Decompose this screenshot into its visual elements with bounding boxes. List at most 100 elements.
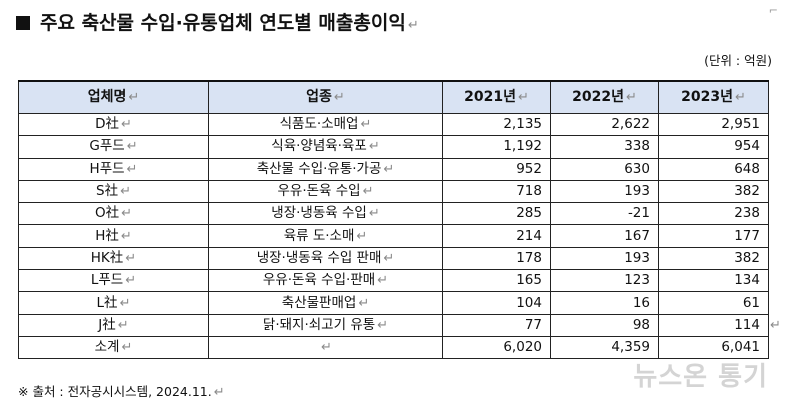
value-2022-cell: 16 xyxy=(550,291,659,315)
industry-cell: 냉장·냉동육 수입 판매 ↵ xyxy=(208,246,443,271)
value-2022-cell: 167 xyxy=(550,224,659,248)
value-2023-cell: 114 xyxy=(658,313,769,337)
industry-cell: 닭·돼지·쇠고기 유통 ↵ xyxy=(208,313,443,337)
value-2022-cell: 193 xyxy=(550,179,659,204)
company-cell-text: H社 xyxy=(95,227,119,244)
header-text: 2023년 xyxy=(681,89,733,105)
company-cell: J社 ↵ xyxy=(18,313,209,337)
value-2022-cell: 123 xyxy=(550,269,659,293)
industry-cell: 냉장·냉동육 수입 ↵ xyxy=(208,202,443,226)
value-2022-cell-text: 630 xyxy=(624,160,650,177)
table-row: D社 ↵ 식품도·소매업 ↵ 2,135 2,622 2,951 xyxy=(18,112,769,137)
source-note: ※ 출처 : 전자공시시스템, 2024.11. ↵ xyxy=(18,381,225,400)
company-cell-text: O社 xyxy=(94,205,120,222)
company-cell-text: G푸드 xyxy=(89,138,125,155)
return-mark-icon: ↵ xyxy=(121,117,132,133)
value-2021-cell: 6,020 xyxy=(442,335,551,360)
revenue-table: 업체명 ↵ 업종 ↵ 2021년 ↵ 2022년 ↵ 2023년 ↵ D社 ↵ 식품도·소매업… xyxy=(18,80,769,360)
value-2021-cell-text: 1,192 xyxy=(503,138,542,155)
industry-cell: 축산물 수입·유통·가공 ↵ xyxy=(208,157,443,181)
value-2023-cell: 134 xyxy=(658,269,769,293)
company-cell: O社 ↵ xyxy=(18,202,209,226)
watermark-logo: 뉴스온 통기 xyxy=(633,362,768,392)
value-2022-cell-text: 167 xyxy=(624,227,650,244)
return-mark-icon: ↵ xyxy=(125,273,137,289)
title-text: 주요 축산물 수입·유통업체 연도별 매출총이익 xyxy=(40,12,406,34)
company-cell: L푸드 ↵ xyxy=(18,269,209,293)
table-row: G푸드 ↵ 식육·양념육·육포 ↵ 1,192 338 954 xyxy=(18,135,769,159)
header-text: 업체명 xyxy=(87,89,127,105)
value-2021-cell-text: 77 xyxy=(524,316,542,333)
industry-cell: 축산물판매업 ↵ xyxy=(208,291,443,315)
value-2022-cell-text: 123 xyxy=(624,272,650,289)
company-cell: S社 ↵ xyxy=(18,179,209,204)
value-2023-cell: 648 xyxy=(658,157,769,181)
value-2022-cell-text: 4,359 xyxy=(611,339,650,356)
header-2021: 2021년 ↵ xyxy=(442,80,551,114)
value-2021-cell: 718 xyxy=(442,179,551,204)
value-2023-cell: 238 xyxy=(658,202,769,226)
industry-cell-text: 축산물판매업 xyxy=(281,294,357,311)
return-mark-icon: ↵ xyxy=(356,228,368,244)
value-2023-cell-text: 2,951 xyxy=(721,116,760,133)
header-text: 업종 xyxy=(306,89,332,105)
return-mark-icon: ↵ xyxy=(119,295,131,311)
industry-cell: 우유·돈육 수입 ↵ xyxy=(208,179,443,204)
company-cell-text: S社 xyxy=(96,183,119,200)
company-cell-text: 소계 xyxy=(94,339,120,356)
company-cell-text: L社 xyxy=(96,294,118,311)
return-mark-icon: ↵ xyxy=(120,228,132,244)
value-2023-cell-text: 6,041 xyxy=(721,339,760,356)
industry-cell: 식품도·소매업 ↵ xyxy=(208,112,443,137)
return-mark-icon: ↵ xyxy=(517,90,529,105)
table-row: 소계 ↵ ↵ 6,020 4,359 6,041 xyxy=(18,335,769,360)
table-row: L社 ↵ 축산물판매업 ↵ 104 16 61 xyxy=(18,291,769,315)
table-row: J社 ↵ 닭·돼지·쇠고기 유통 ↵ 77 98 114 xyxy=(18,313,769,337)
value-2022-cell-text: 2,622 xyxy=(611,116,650,133)
value-2021-cell-text: 718 xyxy=(516,183,542,200)
company-cell: D社 ↵ xyxy=(18,112,209,137)
value-2023-cell-text: 954 xyxy=(734,138,760,155)
unit-text: (단위 : 억원) xyxy=(704,53,772,68)
page-title: 주요 축산물 수입·유통업체 연도별 매출총이익 ↵ xyxy=(16,10,419,36)
value-2021-cell-text: 165 xyxy=(516,272,542,289)
return-mark-icon: ↵ xyxy=(377,317,389,333)
value-2021-cell-text: 6,020 xyxy=(503,339,542,356)
value-2023-cell: 61 xyxy=(658,291,769,315)
return-mark-icon: ↵ xyxy=(368,206,380,222)
table-body: D社 ↵ 식품도·소매업 ↵ 2,135 2,622 2,951 G푸드 ↵ 식육·양념육·육포 ↵… xyxy=(18,112,769,360)
table-row: S社 ↵ 우유·돈육 수입 ↵ 718 193 382 xyxy=(18,179,769,204)
value-2023-cell-text: 648 xyxy=(734,160,760,177)
value-2021-cell-text: 214 xyxy=(516,227,542,244)
return-mark-icon: ↵ xyxy=(377,273,389,289)
company-cell: H社 ↵ xyxy=(18,224,209,248)
company-cell-text: HK社 xyxy=(90,249,124,266)
industry-cell: 우유·돈육 수입·판매 ↵ xyxy=(208,269,443,293)
value-2022-cell: 193 xyxy=(550,246,659,271)
industry-cell: 식육·양념육·육포 ↵ xyxy=(208,135,443,159)
return-mark-icon: ↵ xyxy=(360,117,372,133)
header-2023: 2023년 ↵ xyxy=(658,80,769,114)
industry-cell-text: 축산물 수입·유통·가공 xyxy=(256,160,382,177)
return-mark-icon: ↵ xyxy=(125,250,137,266)
return-mark-icon: ↵ xyxy=(213,385,225,400)
value-2023-cell: 382 xyxy=(658,246,769,271)
value-2023-cell: 954 xyxy=(658,135,769,159)
source-text: ※ 출처 : 전자공시시스템, 2024.11. xyxy=(18,384,212,399)
square-bullet-icon xyxy=(16,16,30,30)
return-mark-icon: ↵ xyxy=(368,139,380,155)
value-2021-cell: 2,135 xyxy=(442,112,551,137)
value-2021-cell-text: 952 xyxy=(516,160,542,177)
page-corner-mark: ⌐ xyxy=(768,4,778,17)
value-2022-cell: 338 xyxy=(550,135,659,159)
return-mark-icon: ↵ xyxy=(358,295,370,311)
value-2021-cell: 165 xyxy=(442,269,551,293)
value-2023-cell: 177 xyxy=(658,224,769,248)
return-mark-icon: ↵ xyxy=(321,340,332,356)
table-row: HK社 ↵ 냉장·냉동육 수입 판매 ↵ 178 193 382 xyxy=(18,246,769,271)
return-mark-icon: ↵ xyxy=(121,206,133,222)
value-2021-cell-text: 178 xyxy=(516,249,542,266)
header-2022: 2022년 ↵ xyxy=(550,80,659,114)
table-row: L푸드 ↵ 우유·돈육 수입·판매 ↵ 165 123 134 xyxy=(18,269,769,293)
header-company: 업체명 ↵ xyxy=(18,80,209,114)
